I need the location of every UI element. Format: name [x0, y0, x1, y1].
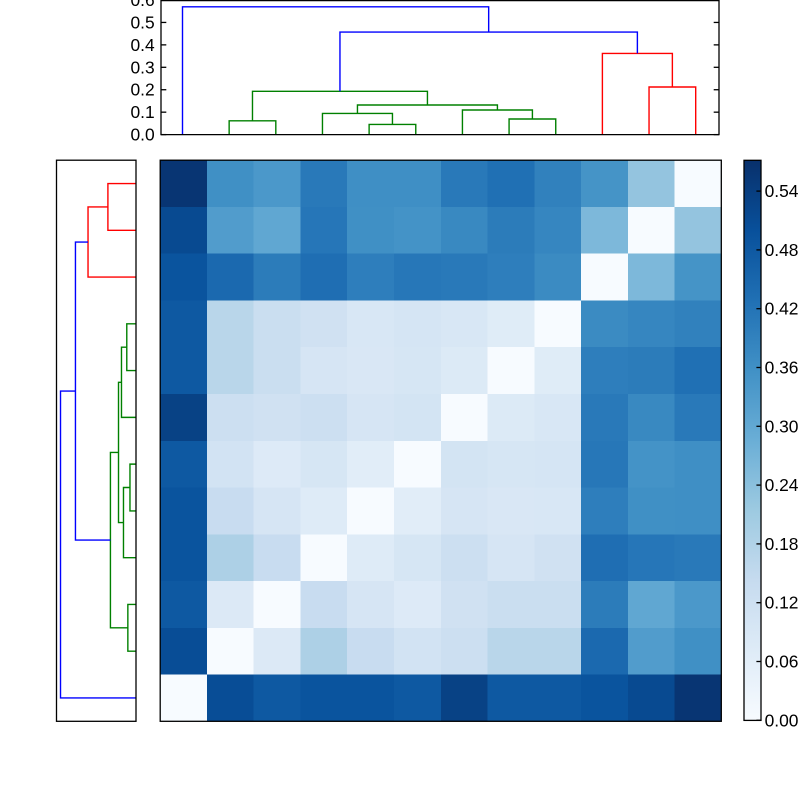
svg-text:0.0: 0.0 [131, 125, 155, 145]
svg-text:0.6: 0.6 [131, 0, 155, 10]
svg-text:0.30: 0.30 [765, 416, 799, 436]
svg-text:0.48: 0.48 [765, 240, 799, 260]
svg-text:0.06: 0.06 [765, 652, 799, 672]
svg-text:0.24: 0.24 [765, 475, 799, 495]
svg-text:0.3: 0.3 [131, 57, 155, 77]
svg-text:0.4: 0.4 [131, 35, 156, 55]
svg-text:0.54: 0.54 [765, 181, 799, 201]
svg-text:0.12: 0.12 [765, 593, 799, 613]
svg-text:0.5: 0.5 [131, 12, 155, 32]
svg-text:0.1: 0.1 [131, 102, 155, 122]
svg-text:0.18: 0.18 [765, 534, 799, 554]
svg-text:0.00: 0.00 [765, 710, 799, 730]
svg-text:0.2: 0.2 [131, 80, 155, 100]
svg-text:0.36: 0.36 [765, 358, 799, 378]
svg-text:0.42: 0.42 [765, 299, 799, 319]
